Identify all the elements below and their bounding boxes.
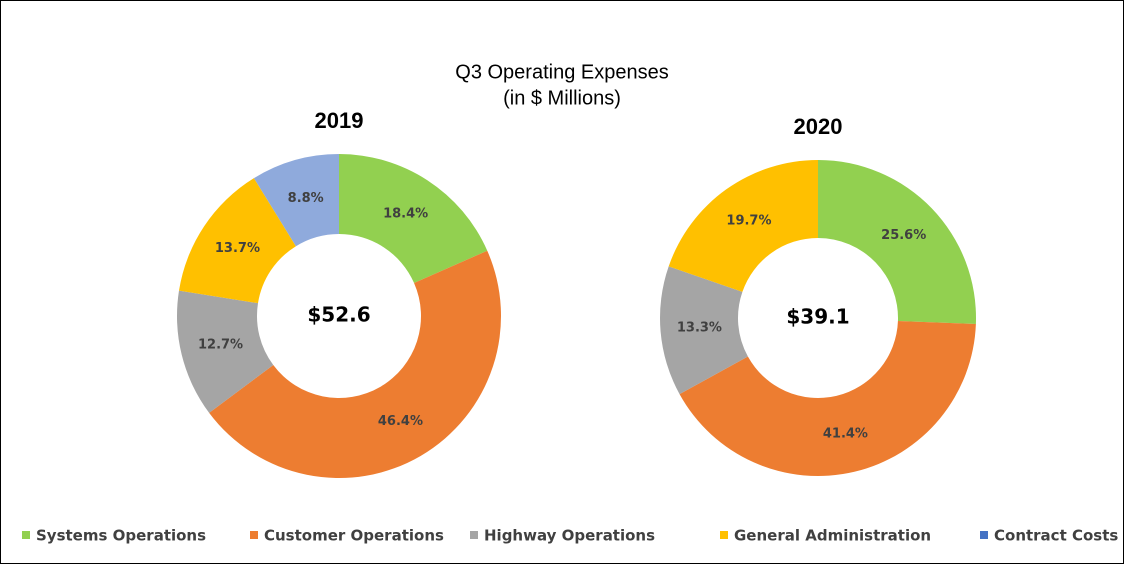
slice bbox=[679, 321, 976, 477]
chart-title: Q3 Operating Expenses bbox=[455, 61, 668, 83]
chart-subtitle: (in $ Millions) bbox=[503, 87, 621, 109]
center-label: $52.6 bbox=[307, 303, 370, 327]
slice-label: 19.7% bbox=[726, 214, 771, 229]
legend-label: General Administration bbox=[734, 527, 931, 545]
slice bbox=[209, 250, 501, 478]
slice-label: 41.4% bbox=[823, 426, 868, 441]
slice bbox=[818, 160, 976, 324]
legend-label: Highway Operations bbox=[484, 527, 655, 545]
slice-label: 8.8% bbox=[288, 191, 324, 206]
legend-swatch bbox=[22, 531, 30, 539]
legend-swatch bbox=[980, 531, 988, 539]
slice-label: 18.4% bbox=[383, 206, 428, 221]
slice-label: 46.4% bbox=[378, 414, 423, 429]
center-label: $39.1 bbox=[786, 305, 849, 329]
slice bbox=[178, 178, 296, 304]
slice-label: 13.3% bbox=[677, 321, 722, 336]
slice bbox=[660, 266, 748, 395]
slice-label: 12.7% bbox=[198, 338, 243, 353]
legend-label: Contract Costs bbox=[994, 527, 1118, 545]
legend-swatch bbox=[250, 531, 258, 539]
slice bbox=[668, 160, 818, 292]
legend-label: Customer Operations bbox=[264, 527, 444, 545]
legend-label: Systems Operations bbox=[36, 527, 206, 545]
legend-swatch bbox=[470, 531, 478, 539]
slice bbox=[177, 290, 274, 413]
pie-title: 2020 bbox=[794, 114, 843, 139]
slice-label: 25.6% bbox=[881, 228, 926, 243]
slice bbox=[253, 154, 339, 247]
slice-label: 13.7% bbox=[215, 241, 260, 256]
legend-swatch bbox=[720, 531, 728, 539]
slice bbox=[339, 154, 488, 283]
pie-title: 2019 bbox=[315, 108, 364, 133]
